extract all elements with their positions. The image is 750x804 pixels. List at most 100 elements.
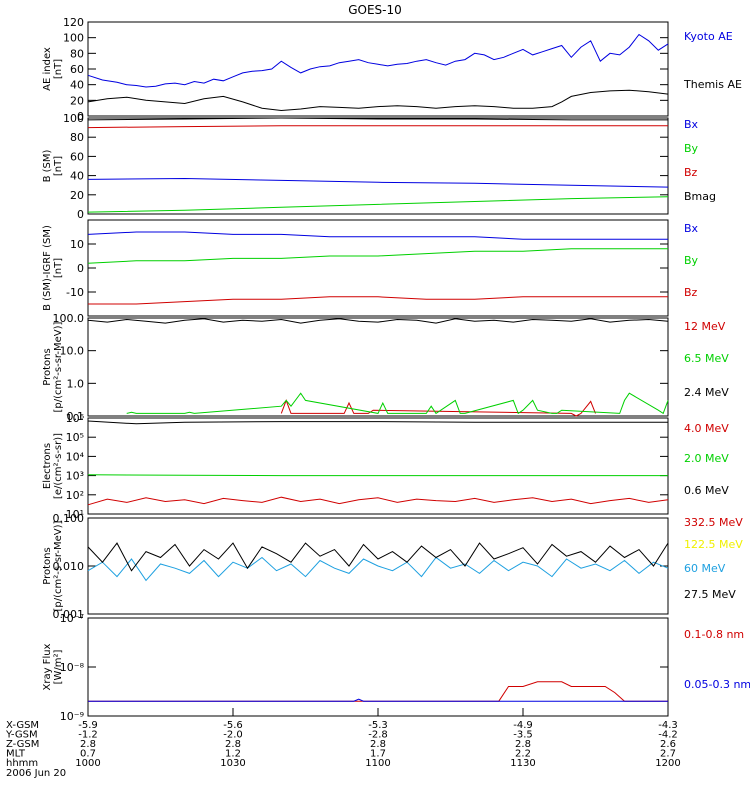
- legend-entry: Themis AE: [683, 78, 742, 91]
- axis-label: Protons: [42, 547, 53, 584]
- footer-value: -2.8: [368, 730, 388, 741]
- footer-value: 2.6: [660, 739, 676, 750]
- axis-label: B (SM): [42, 149, 53, 182]
- series-line: [87, 117, 668, 121]
- series-line: [280, 398, 596, 417]
- footer-value: -5.6: [223, 720, 243, 731]
- tick-label: 20: [70, 189, 84, 202]
- legend-entry: By: [684, 254, 699, 267]
- legend-entry: By: [684, 142, 699, 155]
- tick-label: 80: [70, 131, 84, 144]
- footer-value: 1030: [220, 758, 245, 769]
- tick-label: 10²: [66, 489, 84, 502]
- footer-value: -4.3: [658, 720, 678, 731]
- legend-entry: 27.5 MeV: [684, 588, 736, 601]
- tick-label: 0.1: [67, 410, 85, 423]
- tick-label: 0.100: [53, 512, 85, 525]
- series-line: [87, 542, 669, 572]
- axis-label: Electrons: [42, 443, 53, 489]
- tick-label: 100.0: [53, 312, 85, 325]
- series-line: [87, 177, 669, 188]
- footer-value: -5.3: [368, 720, 388, 731]
- series-line: [87, 231, 668, 240]
- axis-label: B (SM)-IGRF (SM): [42, 225, 53, 311]
- legend-entry: 2.4 MeV: [684, 386, 729, 399]
- tick-label: 0.010: [53, 560, 85, 573]
- legend-entry: 332.5 MeV: [684, 516, 743, 529]
- series-line: [87, 248, 668, 264]
- axis-label: [W/m²]: [53, 649, 64, 684]
- axis-label: Protons: [42, 348, 53, 385]
- footer-value: -3.5: [513, 730, 533, 741]
- tick-label: 0.001: [53, 608, 85, 621]
- tick-label: 10: [70, 238, 84, 251]
- tick-label: 10⁻⁸: [60, 661, 85, 674]
- tick-label: 10⁻⁹: [60, 710, 84, 723]
- footer-value: 2.8: [225, 739, 241, 750]
- footer-row-label: Z-GSM: [6, 739, 39, 750]
- tick-label: 10³: [66, 470, 84, 483]
- tick-label: 0: [77, 208, 84, 221]
- footer-value: 1000: [75, 758, 100, 769]
- series-line: [87, 196, 669, 213]
- footer-value: 2.8: [80, 739, 96, 750]
- tick-label: 40: [70, 79, 84, 92]
- tick-label: 10⁶: [66, 412, 85, 425]
- series-line: [87, 125, 668, 129]
- series-line: [87, 556, 669, 582]
- footer-row-label: MLT: [6, 749, 26, 760]
- footer-value: 1130: [510, 758, 535, 769]
- axis-label: [p/(cm²-s-sr-MeV)]: [53, 321, 64, 412]
- tick-label: 100: [63, 112, 84, 125]
- footer-row-label: Y-GSM: [5, 730, 38, 741]
- panel-frame: [87, 117, 669, 215]
- panel-frame: [87, 417, 669, 515]
- tick-label: -10: [66, 286, 84, 299]
- series-line: [87, 496, 669, 506]
- footer-value: -1.2: [78, 730, 98, 741]
- tick-label: 10¹: [66, 508, 84, 521]
- series-line: [88, 698, 668, 702]
- footer-row-label: hhmm: [6, 758, 38, 769]
- series-line: [88, 681, 668, 702]
- legend-entry: 4.0 MeV: [684, 422, 729, 435]
- axis-label: [nT]: [53, 59, 64, 79]
- footer-value: -4.2: [658, 730, 678, 741]
- tick-label: 10⁻⁷: [60, 612, 84, 625]
- tick-label: 60: [70, 63, 84, 76]
- tick-label: 80: [70, 47, 84, 60]
- series-line: [87, 420, 668, 425]
- footer-row-label: X-GSM: [6, 720, 39, 731]
- footer-value: -5.9: [78, 720, 98, 731]
- footer-date: 2006 Jun 20: [6, 768, 66, 779]
- tick-label: 10.0: [60, 345, 85, 358]
- footer-value: 0.7: [80, 749, 96, 760]
- legend-entry: 0.1-0.8 nm: [684, 628, 744, 641]
- legend-entry: 12 MeV: [684, 320, 726, 333]
- legend-entry: Kyoto AE: [684, 30, 733, 43]
- tick-label: 1.0: [67, 377, 85, 390]
- axis-label: AE index: [42, 47, 53, 91]
- legend-entry: Bz: [684, 166, 698, 179]
- tick-label: 0: [77, 110, 84, 123]
- tick-label: 120: [63, 16, 84, 29]
- footer-value: 1.2: [225, 749, 241, 760]
- tick-label: 20: [70, 94, 84, 107]
- footer-value: -2.0: [223, 730, 243, 741]
- series-line: [87, 89, 669, 112]
- footer-value: 2.7: [660, 749, 676, 760]
- legend-entry: 6.5 MeV: [684, 352, 729, 365]
- legend-entry: 2.0 MeV: [684, 452, 729, 465]
- footer-value: -4.9: [513, 720, 533, 731]
- tick-label: 40: [70, 170, 84, 183]
- footer-value: 1.7: [370, 749, 386, 760]
- footer-value: 2.8: [370, 739, 386, 750]
- legend-entry: 0.6 MeV: [684, 484, 729, 497]
- axis-label: [e/(cm²-s-sr)]: [53, 433, 64, 499]
- series-line: [126, 392, 669, 415]
- legend-entry: Bmag: [684, 190, 716, 203]
- tick-label: 10⁵: [66, 431, 84, 444]
- footer-value: 2.2: [515, 749, 531, 760]
